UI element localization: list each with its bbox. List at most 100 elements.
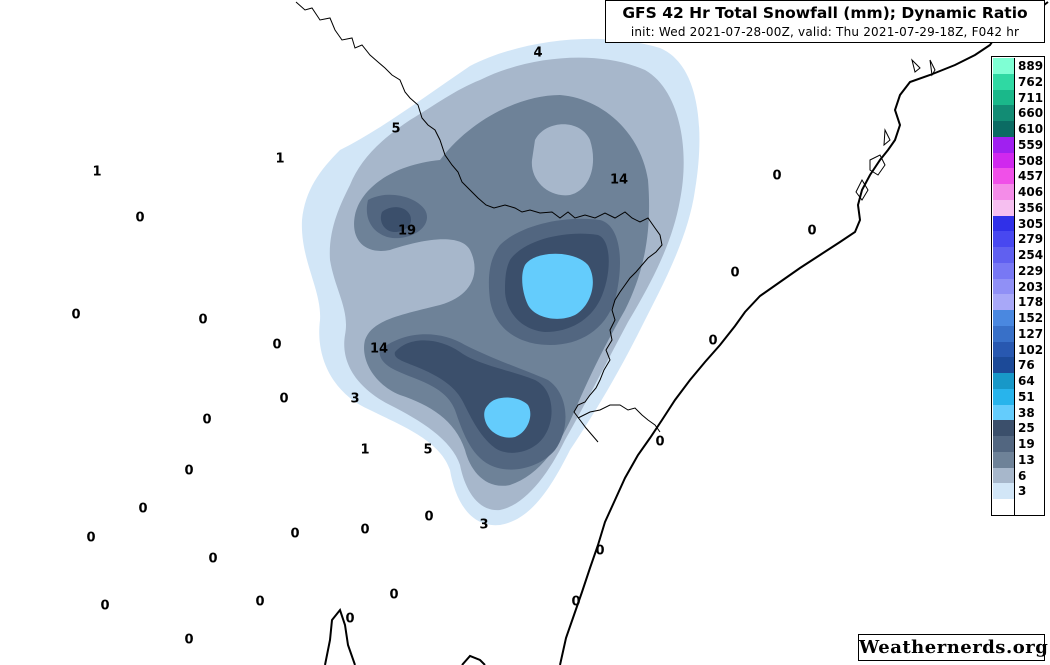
- legend-row: 889: [993, 58, 1045, 74]
- snowfall-contours: [301, 38, 700, 526]
- snowfall-value-label: 14: [370, 342, 388, 357]
- legend-row: 127: [993, 325, 1045, 342]
- legend-label: 457: [1018, 169, 1044, 184]
- legend-label: 889: [1018, 59, 1044, 73]
- contour-38: [484, 253, 593, 438]
- legend-swatch: [993, 388, 1015, 405]
- legend-row: 508: [993, 152, 1045, 169]
- state-border: [295, 1, 663, 443]
- legend-label: 19: [1018, 437, 1035, 451]
- snowfall-value-label: 0: [571, 595, 580, 610]
- map-subtitle: init: Wed 2021-07-28-00Z, valid: Thu 202…: [630, 25, 1020, 39]
- legend-swatch: [993, 341, 1015, 358]
- legend-swatch: [993, 136, 1015, 153]
- snowfall-value-label: 0: [202, 413, 211, 428]
- snowfall-value-label: 1: [275, 152, 284, 167]
- legend-label: 762: [1018, 74, 1044, 89]
- legend-label: 356: [1018, 200, 1044, 215]
- legend-swatch: [993, 310, 1015, 326]
- snowfall-value-label: 3: [350, 392, 359, 407]
- legend-swatch: [993, 231, 1015, 247]
- map-title: GFS 42 Hr Total Snowfall (mm); Dynamic R…: [622, 4, 1028, 22]
- legend-label: 711: [1018, 90, 1044, 105]
- legend-swatch: [993, 73, 1015, 90]
- snowfall-value-label: 1: [92, 165, 101, 180]
- legend-label: 3: [1018, 484, 1027, 499]
- legend-swatch: [993, 357, 1015, 373]
- snowfall-value-label: 5: [391, 122, 400, 137]
- snowfall-value-label: 0: [595, 544, 604, 559]
- snowfall-value-label: 19: [398, 224, 416, 239]
- legend-swatch: [993, 373, 1015, 389]
- snowfall-value-label: 0: [424, 510, 433, 525]
- bay-outline: [324, 607, 356, 665]
- snowfall-value-label: 4: [533, 46, 542, 61]
- legend-label: 6: [1018, 468, 1027, 483]
- snowfall-value-label: 0: [389, 588, 398, 603]
- snowfall-value-label: 0: [772, 169, 781, 184]
- legend-row: 102: [993, 341, 1045, 358]
- legend-row: 305: [993, 215, 1045, 232]
- map-value-labels: 4 5 1 1 14 0 0 19 0 0 0 0 0 0 14 0 3 0 0 1 5 0 0 0 3 0 0 0 0 0 0 0 0 0 0 0: [71, 46, 816, 648]
- legend-swatch: [993, 451, 1015, 468]
- legend-label: 38: [1018, 405, 1035, 420]
- snowfall-value-label: 0: [100, 599, 109, 614]
- snowfall-value-label: 0: [807, 224, 816, 239]
- legend-row: 51: [993, 388, 1045, 405]
- legend-swatch: [993, 105, 1015, 121]
- snowfall-value-label: 14: [610, 173, 628, 188]
- legend-label: 102: [1018, 342, 1044, 357]
- legend-row: 356: [993, 199, 1045, 216]
- legend-swatch: [993, 168, 1015, 184]
- map-boundaries: [295, 1, 1049, 665]
- legend-row: 178: [993, 294, 1045, 310]
- snowfall-value-label: 0: [184, 633, 193, 648]
- snowfall-value-label: 0: [279, 392, 288, 407]
- legend-swatch: [993, 152, 1015, 169]
- legend-row: 13: [993, 451, 1045, 468]
- snowfall-value-label: 0: [208, 552, 217, 567]
- legend-swatch: [993, 262, 1015, 279]
- legend-swatch: [993, 58, 1015, 74]
- legend-label: 229: [1018, 263, 1044, 278]
- legend-swatch: [993, 404, 1015, 421]
- legend-swatch: [993, 420, 1015, 436]
- legend-row: 279: [993, 231, 1045, 247]
- snowfall-value-label: 0: [655, 435, 664, 450]
- legend-label: 76: [1018, 358, 1035, 373]
- legend-label: 279: [1018, 232, 1044, 247]
- legend-swatch: [993, 121, 1015, 137]
- snowfall-value-label: 0: [272, 338, 281, 353]
- legend-label: 254: [1018, 248, 1044, 262]
- snowfall-value-label: 3: [479, 518, 488, 533]
- legend-label: 406: [1018, 185, 1044, 199]
- legend-row: 406: [993, 184, 1045, 200]
- legend-label: 559: [1018, 137, 1044, 152]
- legend-row: 25: [993, 420, 1045, 436]
- snowfall-value-label: 0: [138, 502, 147, 517]
- legend-swatch: [993, 325, 1015, 342]
- brand-watermark: Weathernerds.org: [858, 634, 1048, 661]
- legend-swatch: [993, 89, 1015, 106]
- legend-swatch: [993, 294, 1015, 310]
- legend-swatch: [993, 199, 1015, 216]
- legend-label: 305: [1018, 216, 1044, 231]
- legend-swatch: [993, 278, 1015, 295]
- legend-swatch: [993, 467, 1015, 484]
- snowfall-value-label: 0: [345, 612, 354, 627]
- snowfall-value-label: 0: [360, 523, 369, 538]
- legend-label: 508: [1018, 153, 1044, 168]
- legend-swatch: [993, 247, 1015, 263]
- legend-label: 127: [1018, 326, 1044, 341]
- legend-row: 203: [993, 278, 1045, 295]
- coastline: [559, 1, 1049, 665]
- legend-row: 610: [993, 121, 1045, 137]
- legend-row: 711: [993, 89, 1045, 106]
- legend-row: 76: [993, 357, 1045, 373]
- snowfall-value-label: 0: [730, 266, 739, 281]
- snowfall-value-label: 0: [198, 313, 207, 328]
- legend-label: 64: [1018, 374, 1035, 388]
- legend-label: 178: [1018, 295, 1044, 310]
